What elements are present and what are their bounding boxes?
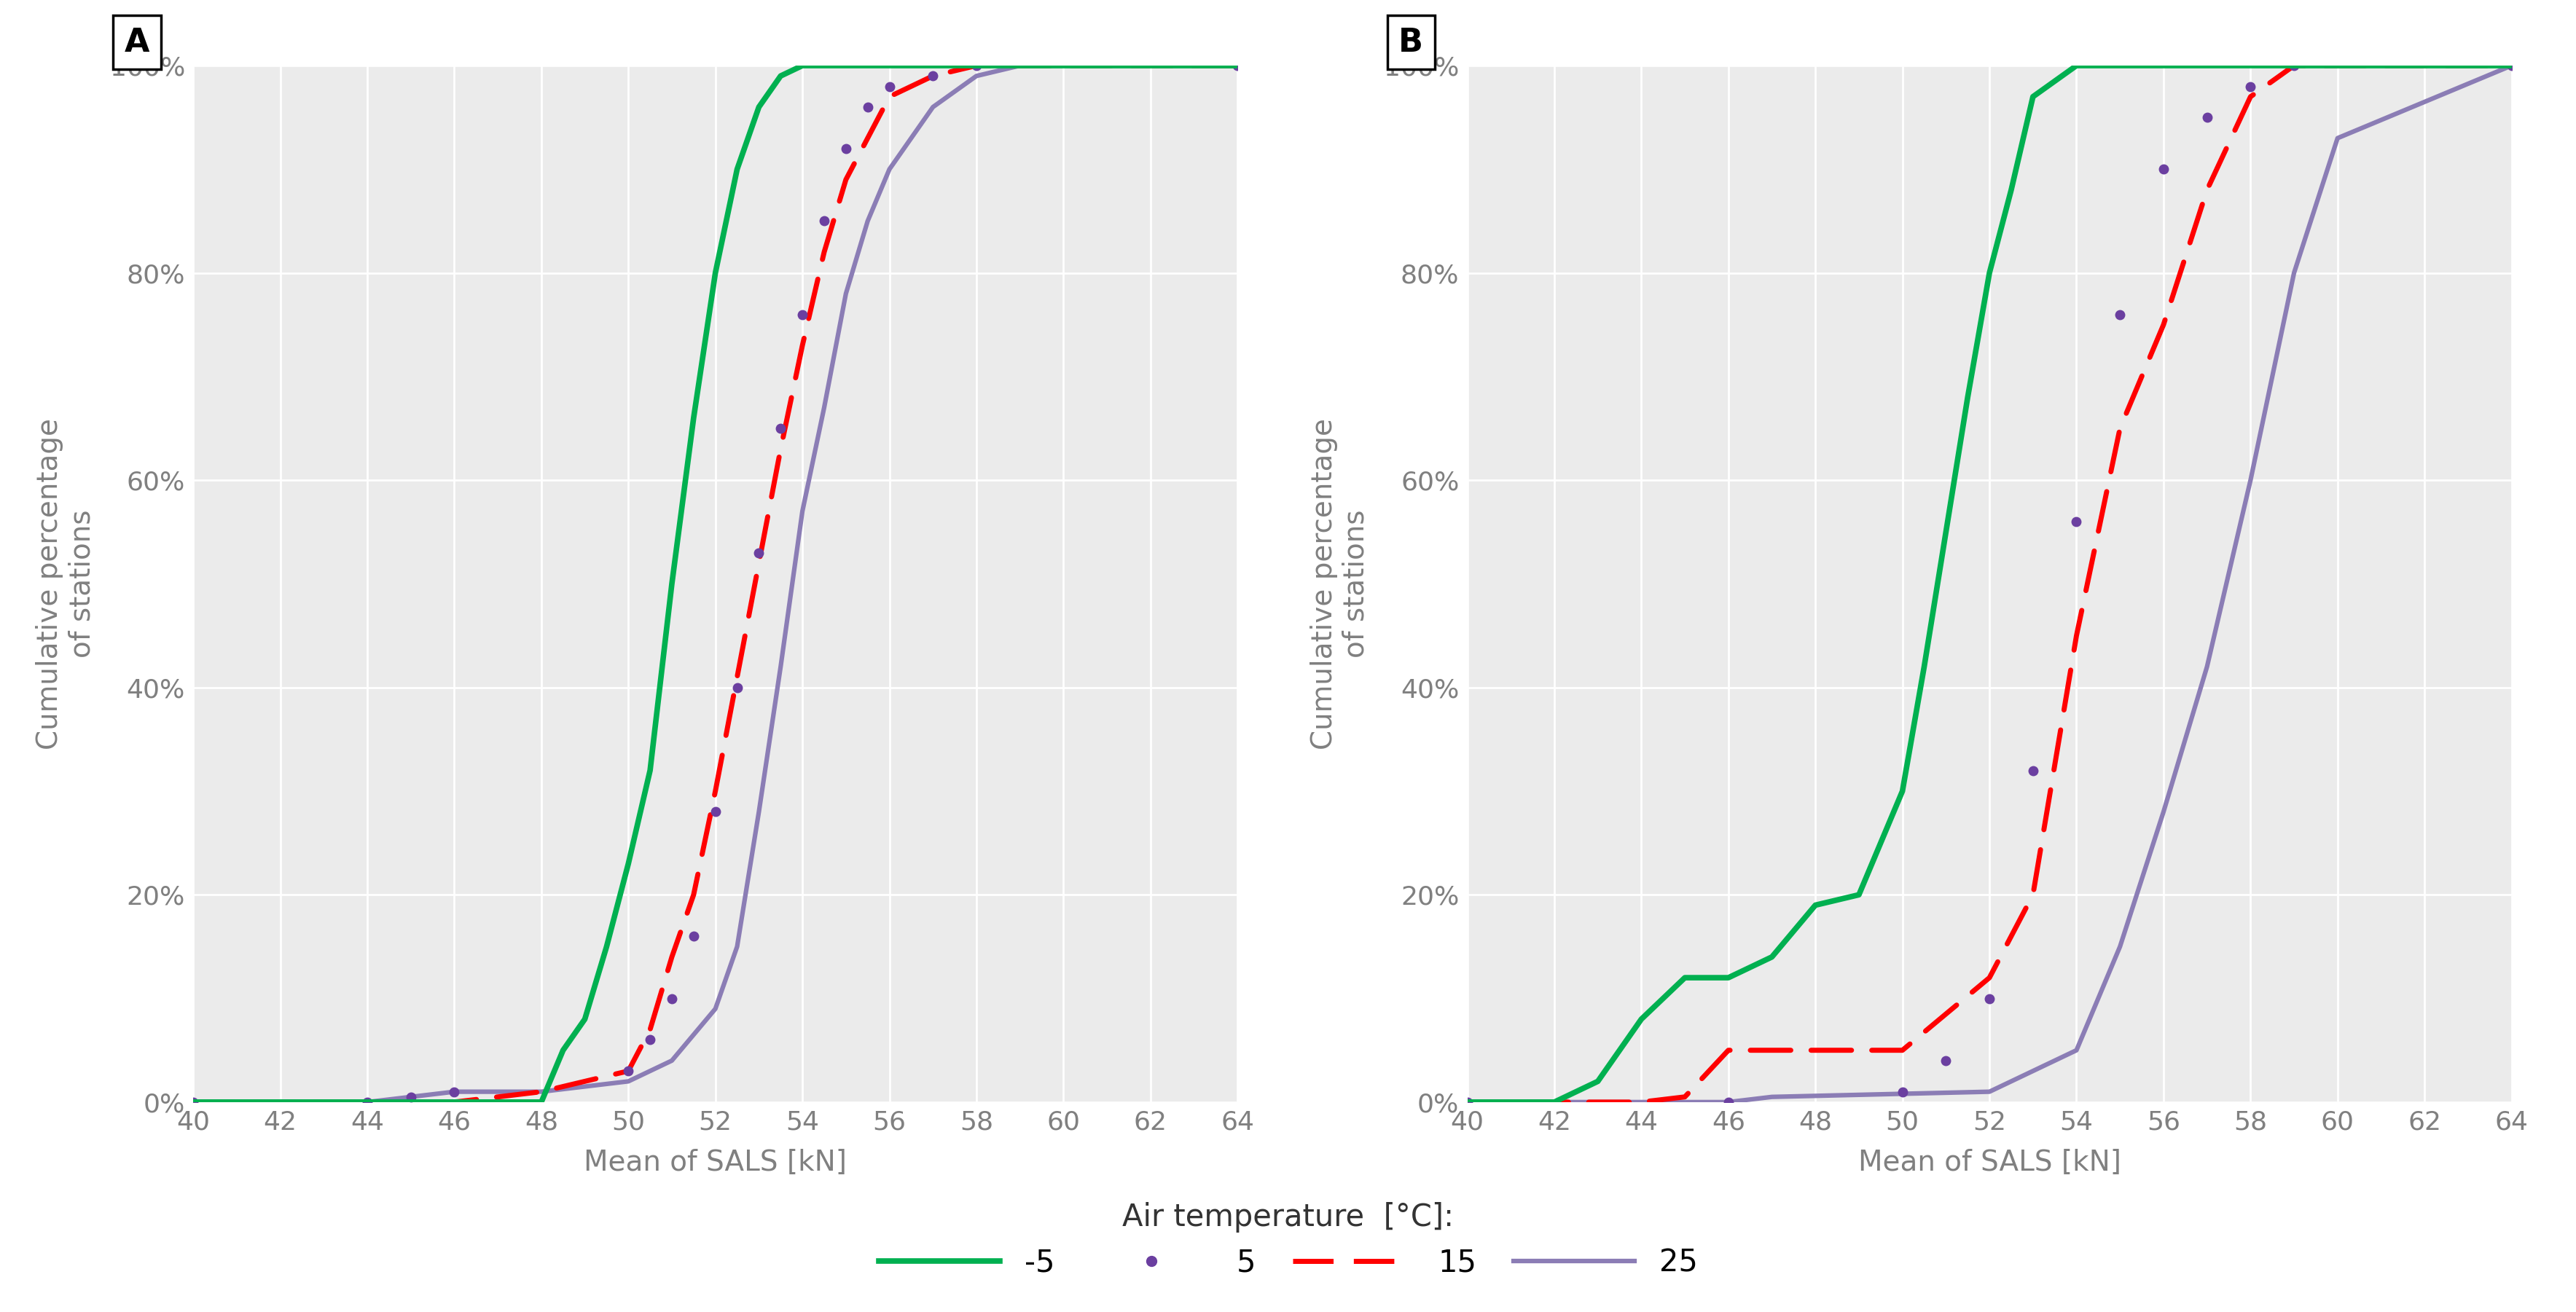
X-axis label: Mean of SALS [kN]: Mean of SALS [kN] bbox=[585, 1149, 848, 1177]
Y-axis label: Cumulative percentage
of stations: Cumulative percentage of stations bbox=[1311, 419, 1370, 749]
Text: A: A bbox=[124, 26, 149, 58]
X-axis label: Mean of SALS [kN]: Mean of SALS [kN] bbox=[1857, 1149, 2120, 1177]
Legend: -5, 5, 15, 25: -5, 5, 15, 25 bbox=[866, 1190, 1710, 1290]
Text: B: B bbox=[1399, 26, 1422, 58]
Y-axis label: Cumulative percentage
of stations: Cumulative percentage of stations bbox=[36, 419, 95, 749]
